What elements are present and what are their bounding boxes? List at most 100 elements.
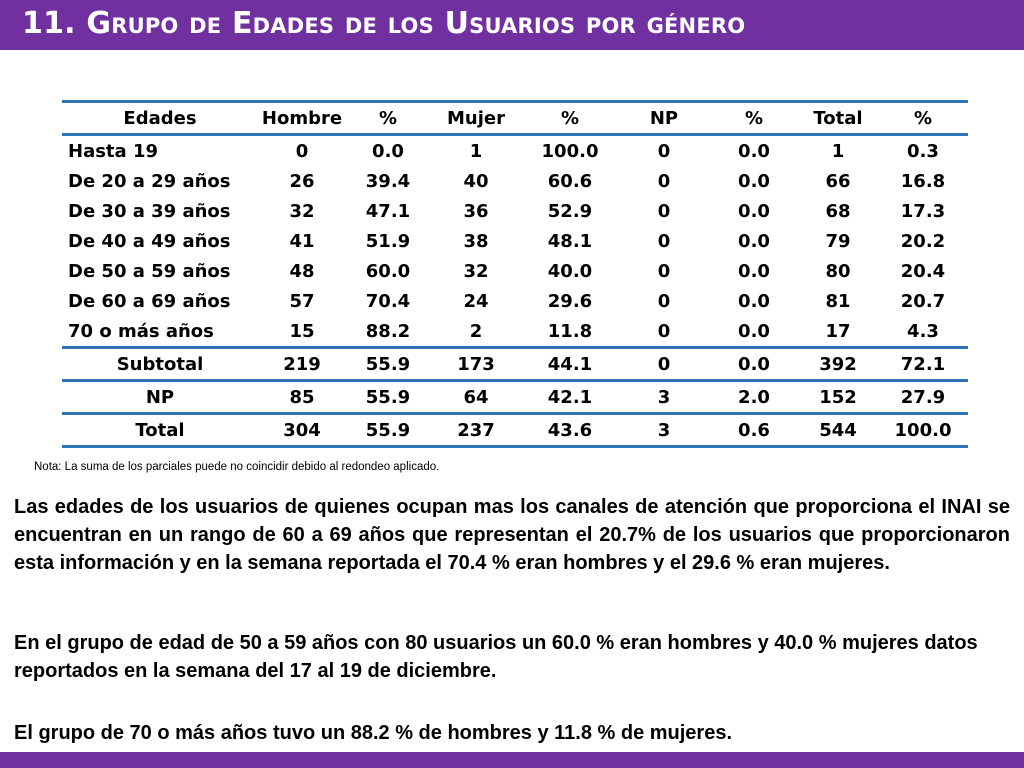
cell: 0.0 <box>738 200 770 222</box>
title-word-usuarios: Usuarios por género <box>444 6 746 41</box>
cell: 70.4 <box>365 290 411 312</box>
cell: 47.1 <box>365 200 411 222</box>
cell: 40.0 <box>547 260 593 282</box>
cell: 48.1 <box>547 230 593 252</box>
np-row: NP 85 55.9 64 42.1 3 2.0 152 27.9 <box>62 379 968 414</box>
cell: 17 <box>825 320 851 342</box>
header-np: NP <box>618 100 710 136</box>
cell: 0 <box>657 230 671 252</box>
cell: 68 <box>825 200 851 222</box>
row-label: De 30 a 39 años <box>68 200 231 222</box>
subtotal-row: Subtotal 219 55.9 173 44.1 0 0.0 392 72.… <box>62 346 968 381</box>
row-label: NP <box>62 379 258 414</box>
cell: 88.2 <box>365 320 411 342</box>
cell: 60.6 <box>547 170 593 192</box>
cell: 100.0 <box>878 412 968 448</box>
cell: 0.0 <box>710 346 798 381</box>
cell: 79 <box>825 230 851 252</box>
header-pct-hombre: % <box>346 100 430 136</box>
table-row: De 40 a 49 años 41 51.9 38 48.1 0 0.0 79… <box>62 226 968 256</box>
cell: 81 <box>825 290 851 312</box>
table-row: De 60 a 69 años 57 70.4 24 29.6 0 0.0 81… <box>62 286 968 316</box>
table-note: Nota: La suma de los parciales puede no … <box>34 461 440 473</box>
cell: 51.9 <box>365 230 411 252</box>
cell: 0.0 <box>738 320 770 342</box>
cell: 152 <box>798 379 878 414</box>
cell: 100.0 <box>541 140 599 162</box>
cell: 57 <box>289 290 315 312</box>
cell: 20.4 <box>900 260 946 282</box>
cell: 64 <box>430 379 522 414</box>
cell: 0.0 <box>738 170 770 192</box>
cell: 0 <box>657 170 671 192</box>
cell: 44.1 <box>522 346 618 381</box>
paragraph-50-59: En el grupo de edad de 50 a 59 años con … <box>14 632 978 682</box>
cell: 0 <box>657 320 671 342</box>
cell: 24 <box>463 290 489 312</box>
cell: 60.0 <box>365 260 411 282</box>
cell: 1 <box>469 140 483 162</box>
cell: 32 <box>463 260 489 282</box>
paragraph-summary: Las edades de los usuarios de quienes oc… <box>14 496 1010 574</box>
cell: 43.6 <box>522 412 618 448</box>
cell: 32 <box>289 200 315 222</box>
cell: 11.8 <box>547 320 593 342</box>
cell: 36 <box>463 200 489 222</box>
header-total: Total <box>798 100 878 136</box>
cell: 40 <box>463 170 489 192</box>
row-label: De 60 a 69 años <box>68 290 231 312</box>
table-header-row: Edades Hombre % Mujer % NP % Total % <box>62 100 968 136</box>
cell: 48 <box>289 260 315 282</box>
cell: 38 <box>463 230 489 252</box>
cell: 55.9 <box>346 379 430 414</box>
header-hombre: Hombre <box>258 100 346 136</box>
cell: 0.3 <box>907 140 939 162</box>
cell: 0 <box>657 290 671 312</box>
cell: 0 <box>657 260 671 282</box>
cell: 2.0 <box>710 379 798 414</box>
cell: 41 <box>289 230 315 252</box>
cell: 0.6 <box>710 412 798 448</box>
age-gender-table: Edades Hombre % Mujer % NP % Total % Has… <box>62 100 968 448</box>
cell: 544 <box>798 412 878 448</box>
table-row: 70 o más años 15 88.2 2 11.8 0 0.0 17 4.… <box>62 316 968 348</box>
cell: 219 <box>258 346 346 381</box>
row-label: Total <box>62 412 258 448</box>
table-row: De 30 a 39 años 32 47.1 36 52.9 0 0.0 68… <box>62 196 968 226</box>
title-bar <box>0 0 1024 50</box>
cell: 0 <box>295 140 309 162</box>
total-row: Total 304 55.9 237 43.6 3 0.6 544 100.0 <box>62 412 968 448</box>
table-row: De 20 a 29 años 26 39.4 40 60.6 0 0.0 66… <box>62 166 968 196</box>
cell: 17.3 <box>900 200 946 222</box>
row-label: De 20 a 29 años <box>68 170 231 192</box>
cell: 2 <box>469 320 483 342</box>
header-mujer: Mujer <box>430 100 522 136</box>
cell: 66 <box>825 170 851 192</box>
cell: 42.1 <box>522 379 618 414</box>
cell: 16.8 <box>900 170 946 192</box>
row-label: De 40 a 49 años <box>68 230 231 252</box>
cell: 20.2 <box>900 230 946 252</box>
cell: 392 <box>798 346 878 381</box>
cell: 15 <box>289 320 315 342</box>
paragraph-70-plus: El grupo de 70 o más años tuvo un 88.2 %… <box>14 722 733 744</box>
table-row: De 50 a 59 años 48 60.0 32 40.0 0 0.0 80… <box>62 256 968 286</box>
cell: 26 <box>289 170 315 192</box>
cell: 304 <box>258 412 346 448</box>
cell: 27.9 <box>878 379 968 414</box>
cell: 55.9 <box>346 412 430 448</box>
cell: 0 <box>657 140 671 162</box>
header-pct-total: % <box>878 100 968 136</box>
cell: 0.0 <box>738 230 770 252</box>
cell: 3 <box>618 412 710 448</box>
cell: 3 <box>618 379 710 414</box>
cell: 0.0 <box>738 260 770 282</box>
title-word-grupo: Grupo de <box>86 6 232 41</box>
cell: 80 <box>825 260 851 282</box>
header-pct-np: % <box>710 100 798 136</box>
cell: 0.0 <box>738 140 770 162</box>
page-title: 11. Grupo de Edades de los Usuarios por … <box>22 6 745 42</box>
row-label: Hasta 19 <box>68 140 158 162</box>
row-label: 70 o más años <box>68 320 214 342</box>
cell: 173 <box>430 346 522 381</box>
